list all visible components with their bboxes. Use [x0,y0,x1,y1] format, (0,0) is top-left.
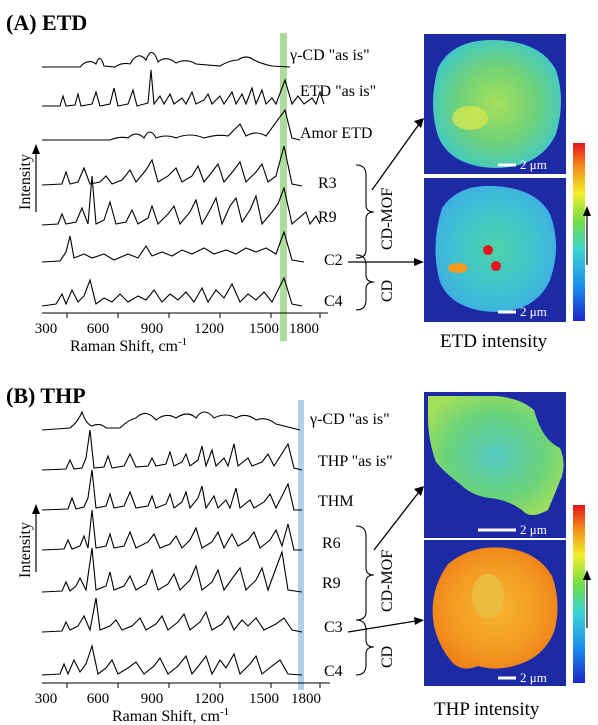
arrow-head-icon [32,144,40,154]
arrow-head-icon [414,617,424,625]
scale-bar-label: 2 μm [520,157,547,172]
spectrum-trace [41,276,303,307]
arrow-head-icon [583,206,591,216]
hotspot [483,245,493,255]
panel-a-x-tick-label: 1500 [249,321,279,337]
panel-b-x-tick-label: 300 [35,691,58,707]
panel-a-label: (A) ETD [6,10,87,35]
spectrum-label: THM [318,493,354,510]
panel-a-x-tick-label: 600 [87,321,110,337]
panel-a-x-axis-label: Raman Shift, cm-1 [70,336,187,355]
panel-a-spectra [41,51,325,307]
panel-b-y-axis-label: Intensity [17,522,34,578]
panel-a-particle-top [433,40,561,168]
arrow-head-icon [583,570,591,580]
panel-b-x-tick-label: 600 [87,691,110,707]
hotspot [452,106,488,130]
brace-cd-mof [355,164,375,259]
spectrum-label: C2 [324,252,343,269]
panel-b-x-tick-label: 1500 [249,691,279,707]
hotspot [472,574,504,618]
arrow-head-icon [414,486,424,496]
group-label-cd-mof: CD-MOF [379,188,396,250]
group-label-cd-mof: CD-MOF [379,550,396,612]
brace-cd [355,619,375,676]
scale-bar-label: 2 μm [520,670,547,685]
spectrum-label: C4 [324,663,343,680]
panel-a-y-axis-label: Intensity [17,154,34,210]
arrow-head-icon [414,258,424,266]
hotspot [491,261,501,271]
pointer-arrow [347,619,423,633]
panel-b-colorbar [573,505,585,683]
spectrum-label: γ-CD "as is" [309,411,390,428]
panel-b-spectra [41,410,303,676]
spectrum-trace [41,410,301,431]
group-label-cd: CD [379,646,396,668]
spectrum-trace [41,469,302,511]
scale-bar-label: 2 μm [520,304,547,319]
spectrum-trace [41,145,303,187]
spectrum-label: ETD "as is" [300,83,376,100]
panel-a-x-tick-label: 900 [141,321,164,337]
hotspot [448,263,468,273]
spectrum-trace [42,51,291,68]
panel-a: (A) ETD 300 600 900 1200 1500 1800 [6,10,591,355]
brace-cd-mof [355,525,375,621]
panel-b-x-tick-label: 1200 [194,691,224,707]
panel-b-label: (B) THP [6,383,86,408]
spectrum-label: THP "as is" [318,453,393,470]
panel-a-particle-bottom [435,185,556,312]
spectrum-trace [41,175,321,226]
panel-a-marker-band [280,33,287,341]
arrow-head-icon [32,504,40,514]
spectrum-label: R3 [318,175,337,192]
spectrum-trace [41,230,305,263]
pointer-arrow [373,487,423,551]
spectrum-label: R6 [322,535,341,552]
spectrum-label: R9 [322,575,341,592]
spectrum-trace [41,643,303,676]
panel-a-x-tick-label: 300 [35,321,58,337]
spectrum-label: C3 [324,619,343,636]
scale-bar-label: 2 μm [520,522,547,537]
panel-b-x-tick-label: 900 [141,691,164,707]
panel-b-x-axis-label: Raman Shift, cm-1 [112,706,229,725]
spectrum-trace [42,108,301,141]
panel-a-x-tick-label: 1200 [194,321,224,337]
spectrum-trace [41,547,303,593]
spectrum-label: γ-CD "as is" [289,47,370,64]
spectrum-label: Amor ETD [300,125,372,142]
panel-b: (B) THP 300 600 900 1200 1500 1800 Raman [6,383,591,725]
panel-b-particle-top [428,396,564,515]
pointer-arrow [371,119,423,191]
spectrum-trace [41,509,302,551]
spectrum-label: R9 [318,209,337,226]
arrow-head-icon [414,118,424,128]
spectrum-trace [42,69,325,107]
panel-a-colorbar [573,143,585,321]
spectrum-trace [41,429,303,471]
panel-a-map-caption: ETD intensity [440,331,548,352]
panel-a-x-ticks [66,313,321,318]
panel-b-x-tick-label: 1800 [291,691,321,707]
panel-a-x-tick-label: 1800 [289,321,319,337]
panel-b-map-caption: THP intensity [434,699,540,720]
group-label-cd: CD [379,280,396,302]
panel-b-x-ticks [66,683,321,688]
spectrum-label: C4 [324,293,343,310]
panel-b-marker-band [298,400,304,690]
spectrum-trace [41,597,303,633]
brace-cd [355,254,375,311]
